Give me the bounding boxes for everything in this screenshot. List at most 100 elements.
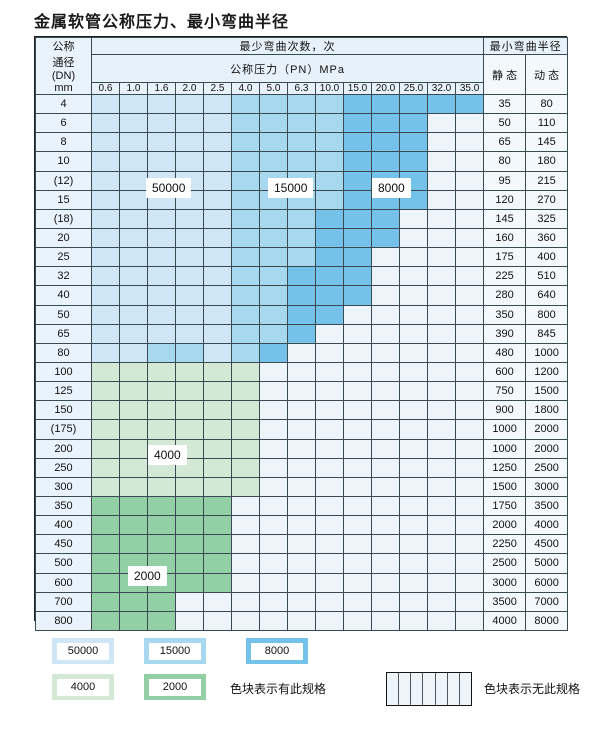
spec-cell-empty (427, 151, 456, 172)
header-row-1: 公称 通径 (DN) mm 最少弯曲次数，次 最小弯曲半径 (35, 37, 569, 95)
no-spec-stripe (411, 673, 424, 705)
spec-cell-filled (203, 151, 232, 172)
spec-cell-filled (119, 495, 148, 517)
spec-cell-filled (175, 132, 204, 153)
spec-cell-empty (399, 591, 428, 612)
spec-cell-empty (454, 151, 485, 172)
spec-cell-empty (287, 361, 316, 383)
spec-cell-filled (259, 304, 288, 325)
spec-cell-filled (175, 495, 204, 517)
spec-cell-empty (287, 591, 316, 612)
radius-static-cell: 1500 (483, 476, 527, 497)
spec-cell-empty (399, 457, 428, 478)
spec-cell-filled (287, 113, 316, 134)
spec-cell-filled (147, 285, 176, 306)
spec-cell-empty (454, 361, 485, 383)
spec-cell-filled (119, 342, 148, 363)
spec-cell-filled (147, 476, 176, 497)
spec-cell-filled (203, 400, 232, 421)
spec-cell-empty (427, 438, 456, 459)
spec-cell-filled (91, 170, 120, 191)
spec-cell-empty (343, 495, 372, 517)
spec-cell-empty (315, 515, 344, 536)
spec-cell-empty (371, 476, 400, 497)
spec-cell-filled (315, 247, 344, 268)
radius-static-cell: 900 (483, 400, 527, 421)
radius-dynamic-cell: 145 (525, 132, 569, 153)
dn-header-line-3: (DN) (51, 70, 76, 82)
spec-cell-empty (315, 572, 344, 593)
radius-static-cell: 480 (483, 342, 527, 363)
spec-cell-filled (91, 591, 120, 612)
spec-cell-empty (399, 438, 428, 459)
table-row: 300 1500 3000 (35, 476, 569, 497)
no-spec-stripe (448, 673, 460, 705)
dn-value-cell: 32 (35, 266, 92, 287)
legend-has-spec-note: 色块表示有此规格 (230, 682, 327, 696)
spec-cell-empty (399, 610, 428, 632)
spec-cell-empty (371, 381, 400, 402)
spec-cell-filled (175, 534, 204, 555)
dn-value-cell: (12) (35, 170, 92, 191)
spec-cell-filled (175, 323, 204, 344)
spec-cell-filled (119, 476, 148, 497)
spec-cell-filled (315, 227, 344, 249)
dn-value-cell: (175) (35, 419, 92, 440)
dn-value-cell: 100 (35, 361, 92, 383)
spec-cell-filled (343, 132, 372, 153)
spec-cell-filled (287, 93, 316, 115)
spec-cell-empty (315, 438, 344, 459)
dn-value-cell: 6 (35, 113, 92, 134)
legend-swatch: 8000 (246, 638, 308, 664)
spec-cell-empty (203, 610, 232, 632)
spec-cell-empty (454, 534, 485, 555)
spec-cell-empty (399, 400, 428, 421)
radius-dynamic-cell: 400 (525, 247, 569, 268)
spec-cell-filled (315, 208, 344, 229)
spec-cell-filled (91, 361, 120, 383)
page-title: 金属软管公称压力、最小弯曲半径 (34, 12, 290, 31)
spec-cell-empty (259, 495, 288, 517)
spec-cell-filled (147, 381, 176, 402)
spec-cell-filled (315, 151, 344, 172)
spec-cell-empty (175, 591, 204, 612)
radius-static-cell: 65 (483, 132, 527, 153)
spec-cell-empty (343, 515, 372, 536)
spec-cell-filled (91, 457, 120, 478)
spec-cell-filled (287, 227, 316, 249)
pressure-column-header: 10.0 (315, 82, 344, 95)
radius-static-cell: 600 (483, 361, 527, 383)
spec-cell-filled (91, 304, 120, 325)
spec-cell-empty (231, 534, 260, 555)
spec-cell-empty (399, 208, 428, 229)
spec-cell-filled (91, 342, 120, 363)
spec-cell-empty (259, 419, 288, 440)
spec-cell-filled (259, 266, 288, 287)
spec-cell-empty (454, 457, 485, 478)
spec-cell-filled (119, 132, 148, 153)
spec-cell-empty (259, 400, 288, 421)
dn-value-cell: 250 (35, 457, 92, 478)
radius-dynamic-cell: 4500 (525, 534, 569, 555)
radius-static-cell: 3000 (483, 572, 527, 593)
spec-cell-filled (119, 400, 148, 421)
spec-cell-filled (371, 208, 400, 229)
spec-cell-empty (454, 342, 485, 363)
grid-callout-label: 15000 (268, 178, 314, 198)
spec-cell-filled (91, 93, 120, 115)
spec-cell-empty (343, 361, 372, 383)
spec-cell-empty (259, 553, 288, 574)
spec-cell-empty (371, 495, 400, 517)
legend-no-spec-note: 色块表示无此规格 (484, 682, 581, 696)
spec-cell-filled (259, 323, 288, 344)
spec-cell-empty (427, 515, 456, 536)
spec-cell-empty (343, 610, 372, 632)
no-spec-stripe (423, 673, 436, 705)
spec-cell-filled (231, 113, 260, 134)
spec-cell-empty (371, 572, 400, 593)
spec-cell-filled (91, 476, 120, 497)
spec-cell-filled (371, 93, 400, 115)
spec-cell-filled (119, 93, 148, 115)
radius-dynamic-cell: 2000 (525, 419, 569, 440)
spec-cell-empty (399, 553, 428, 574)
